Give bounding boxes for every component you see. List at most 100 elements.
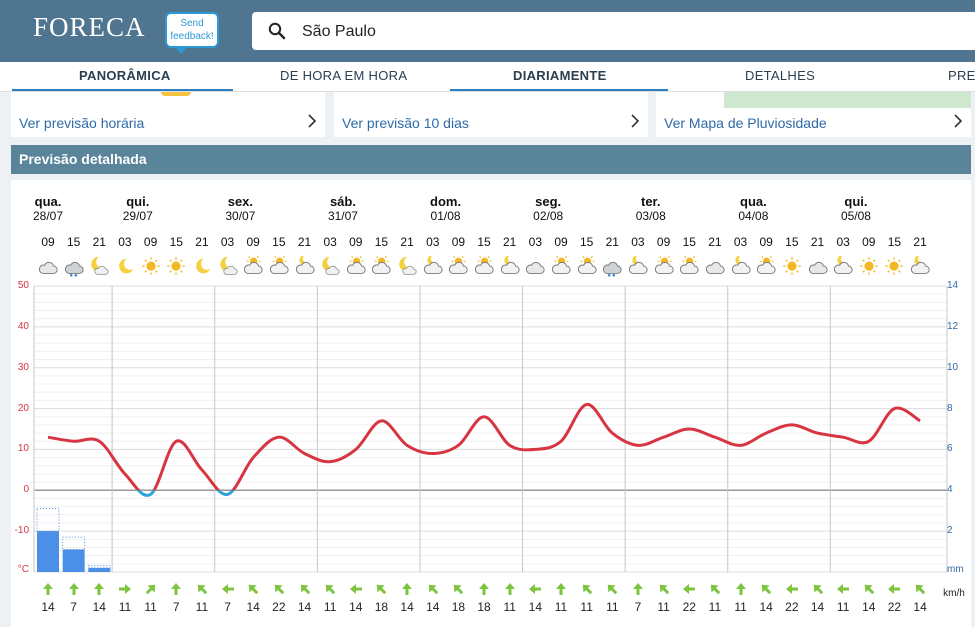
hour-label: 03 <box>118 235 132 249</box>
precip-tick-label: 12 <box>947 320 959 332</box>
wind-arrow-icon <box>659 584 669 595</box>
wind-speed: 18 <box>451 600 466 614</box>
hour-label: 03 <box>426 235 440 249</box>
day-name: qui. <box>126 194 150 209</box>
wind-speed: 14 <box>246 600 260 614</box>
wind-arrow-icon <box>428 584 439 595</box>
precip-tick-label: 8 <box>947 402 953 414</box>
tab-hora-em-hora[interactable]: DE HORA EM HORA <box>280 68 408 83</box>
wind-arrow-icon <box>864 584 875 595</box>
wind-speed: 11 <box>554 600 568 614</box>
card-rain-map[interactable]: Ver Mapa de Pluviosidade <box>656 92 971 137</box>
wind-speed: 11 <box>503 600 516 614</box>
sun-cloud-icon <box>346 256 366 274</box>
temp-tick-label: 40 <box>17 320 29 332</box>
foreca-logo[interactable]: FORECA <box>33 12 146 42</box>
day-date: 01/08 <box>430 209 461 223</box>
card-hourly[interactable]: Ver previsão horária <box>11 92 325 137</box>
day-name: qui. <box>844 194 868 209</box>
card-10-days[interactable]: Ver previsão 10 dias <box>334 92 648 137</box>
send-feedback-button[interactable]: Send feedback! <box>165 12 219 54</box>
hour-label: 09 <box>143 235 158 249</box>
wind-arrow-icon <box>785 584 798 594</box>
wind-arrow-icon <box>300 584 310 595</box>
sun-cloud-icon <box>551 256 571 274</box>
day-header: ter. 03/08 <box>621 194 681 223</box>
wind-speed: 14 <box>913 600 927 614</box>
tab-active-underline <box>12 89 233 91</box>
sun-icon <box>783 257 801 275</box>
hour-label: 21 <box>503 235 517 249</box>
temperature-line <box>47 403 921 491</box>
wind-arrow-icon <box>94 583 105 595</box>
hour-label: 15 <box>682 235 696 249</box>
hour-label: 15 <box>374 235 389 249</box>
day-date: 03/08 <box>635 209 666 223</box>
sun-icon <box>167 257 185 275</box>
wind-arrow-icon <box>608 584 618 595</box>
day-name: sáb. <box>329 194 356 209</box>
search-box[interactable] <box>252 12 975 50</box>
feedback-line1: Send <box>180 18 204 29</box>
wind-speed: 18 <box>477 600 491 614</box>
wind-arrow-icon <box>479 583 490 595</box>
hour-label: 09 <box>41 235 55 249</box>
wind-arrow-icon <box>248 584 259 595</box>
wind-arrow-icon <box>529 584 542 594</box>
cloud-moon-icon <box>834 256 853 274</box>
wind-speed: 7 <box>634 600 642 614</box>
wind-arrow-icon <box>221 584 234 594</box>
cloudy-icon <box>526 261 545 274</box>
link-rain-map[interactable]: Ver Mapa de Pluviosidade <box>664 115 827 131</box>
day-date: 30/07 <box>225 209 256 223</box>
wind-speed: 11 <box>118 600 132 614</box>
temp-tick-label: -10 <box>14 525 29 537</box>
hour-label: 03 <box>631 235 645 249</box>
cloud-moon-icon <box>628 256 648 274</box>
hour-label: 03 <box>323 235 337 249</box>
hour-label: 15 <box>579 235 594 249</box>
sun-cloud-icon <box>269 256 289 274</box>
hour-label: 09 <box>246 235 260 249</box>
cloudy-icon <box>705 261 725 274</box>
wind-speed: 22 <box>682 600 696 614</box>
day-name: qua. <box>34 194 62 209</box>
section-header: Previsão detalhada <box>11 145 971 174</box>
wind-arrow-icon <box>761 584 772 595</box>
tab-detalhes[interactable]: DETALHES <box>745 68 816 83</box>
cloud-moon-icon <box>500 256 520 274</box>
temp-tick-label: 30 <box>17 361 29 373</box>
tab-panoramica[interactable]: PANORÂMICA <box>79 68 171 83</box>
day-date: 28/07 <box>32 209 64 223</box>
day-header: qui. 05/08 <box>826 194 886 223</box>
precip-bar <box>62 549 85 572</box>
rain-cloud-icon <box>603 261 622 277</box>
moon-cloud-icon <box>91 256 109 275</box>
hour-label: 09 <box>759 235 773 249</box>
link-10-day-forecast[interactable]: Ver previsão 10 dias <box>342 115 469 131</box>
hour-label: 15 <box>272 235 286 249</box>
search-input[interactable] <box>302 21 902 43</box>
sun-cloud-icon <box>757 256 776 274</box>
wind-arrow-icon <box>118 584 131 594</box>
day-header: seg. 02/08 <box>518 194 578 223</box>
cloud-moon-icon <box>731 256 751 274</box>
sun-cloud-icon <box>449 256 469 274</box>
hour-label: 21 <box>195 235 209 249</box>
wind-unit-label: km/h <box>943 588 965 599</box>
tab-diariamente[interactable]: DIARIAMENTE <box>513 68 607 83</box>
link-hourly-forecast[interactable]: Ver previsão horária <box>19 115 145 131</box>
tab-prec[interactable]: PREC <box>948 68 975 83</box>
precip-tick-label: 4 <box>947 484 953 496</box>
nav-tabs: PANORÂMICA DE HORA EM HORA DIARIAMENTE D… <box>0 62 975 92</box>
sun-icon <box>161 92 191 96</box>
search-icon[interactable] <box>268 22 286 40</box>
hour-label: 21 <box>708 235 722 249</box>
day-date: 31/07 <box>327 209 358 223</box>
wind-speed: 14 <box>528 600 543 614</box>
wind-speed: 22 <box>887 600 902 614</box>
rain-cloud-icon <box>64 261 84 277</box>
wind-arrow-icon <box>145 584 155 595</box>
sun-cloud-icon <box>372 256 392 274</box>
precip-bar <box>88 567 111 572</box>
